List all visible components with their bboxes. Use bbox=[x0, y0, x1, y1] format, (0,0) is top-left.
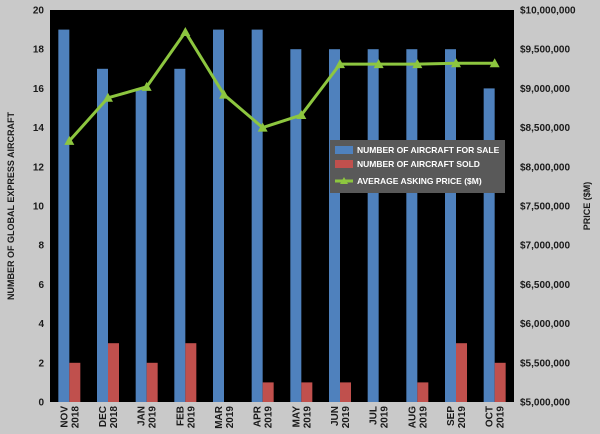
bar-sold bbox=[108, 343, 119, 402]
price-marker bbox=[412, 59, 423, 69]
bar-for-sale bbox=[97, 68, 108, 403]
price-marker bbox=[257, 122, 268, 132]
bar-for-sale bbox=[367, 49, 379, 402]
x-tick-label: DEC2018 bbox=[98, 406, 120, 429]
bar-for-sale bbox=[483, 88, 495, 403]
legend-swatch-price-marker bbox=[340, 177, 348, 184]
x-tick-label: APR2019 bbox=[253, 405, 275, 428]
bar-sold bbox=[69, 362, 81, 402]
x-tick-label: JUL2019 bbox=[369, 406, 391, 429]
x-axis-ticks: NOV2018 DEC2018 JAN2019 FEB2019 MAR2019 APR20… bbox=[59, 405, 506, 429]
bar-sold bbox=[456, 343, 467, 402]
legend-swatch-for-sale bbox=[335, 146, 353, 154]
y-tick-label: 20 bbox=[33, 6, 45, 17]
sold-bars bbox=[69, 343, 506, 402]
bar-for-sale bbox=[174, 68, 186, 403]
x-tick-label: MAY2019 bbox=[291, 406, 313, 429]
legend: NUMBER OF AIRCRAFT FOR SALE NUMBER OF AI… bbox=[330, 140, 505, 193]
y2-tick-label: $5,500,000 bbox=[520, 358, 570, 369]
y2-tick-label: $6,000,000 bbox=[520, 319, 570, 330]
x-tick-label: AUG2019 bbox=[407, 406, 429, 429]
bar-for-sale bbox=[406, 49, 418, 402]
bar-for-sale bbox=[58, 29, 70, 402]
price-marker bbox=[64, 135, 75, 145]
right-axis-ticks: $5,000,000 $5,500,000 $6,000,000 $6,500,000… bbox=[520, 6, 576, 409]
bar-for-sale bbox=[213, 29, 224, 402]
x-tick-label: OCT2019 bbox=[485, 406, 507, 429]
y2-tick-label: $6,500,000 bbox=[520, 280, 570, 291]
price-marker bbox=[373, 59, 384, 69]
legend-label-price: AVERAGE ASKING PRICE ($M) bbox=[357, 176, 482, 186]
y2-tick-label: $8,500,000 bbox=[520, 123, 570, 134]
y-tick-label: 10 bbox=[33, 202, 45, 213]
y-tick-label: 0 bbox=[38, 398, 44, 409]
bar-sold bbox=[340, 382, 351, 402]
price-marker bbox=[451, 58, 461, 68]
bar-sold bbox=[185, 343, 197, 402]
y2-axis-title: PRICE ($M) bbox=[582, 182, 592, 231]
bar-for-sale bbox=[251, 29, 263, 402]
for-sale-bars bbox=[58, 29, 495, 403]
y2-tick-label: $9,500,000 bbox=[520, 45, 570, 56]
x-tick-label: JUN2019 bbox=[330, 406, 352, 429]
price-marker bbox=[141, 81, 152, 91]
bar-for-sale bbox=[329, 49, 340, 402]
x-tick-label: FEB2019 bbox=[175, 406, 197, 429]
legend-box bbox=[330, 140, 505, 193]
y-tick-label: 4 bbox=[38, 319, 44, 330]
bar-for-sale bbox=[135, 88, 147, 403]
price-line-group bbox=[64, 26, 500, 145]
left-axis-ticks: 0 2 4 6 8 10 12 14 16 18 20 bbox=[33, 6, 45, 409]
x-tick-label: NOV2018 bbox=[59, 406, 81, 429]
y2-tick-label: $8,000,000 bbox=[520, 162, 570, 173]
price-marker bbox=[219, 89, 229, 99]
y-tick-label: 16 bbox=[33, 84, 45, 95]
price-marker bbox=[335, 59, 345, 69]
x-tick-label: MAR2019 bbox=[214, 405, 236, 429]
y2-tick-label: $10,000,000 bbox=[520, 6, 576, 17]
y-tick-label: 18 bbox=[33, 45, 45, 56]
y-tick-label: 2 bbox=[38, 358, 44, 369]
bar-sold bbox=[417, 382, 429, 402]
price-marker bbox=[489, 58, 500, 68]
bar-for-sale bbox=[445, 49, 456, 402]
y2-tick-label: $5,000,000 bbox=[520, 398, 570, 409]
price-line bbox=[68, 30, 495, 142]
price-marker bbox=[296, 110, 307, 120]
y2-tick-label: $7,000,000 bbox=[520, 241, 570, 252]
bar-sold bbox=[262, 382, 274, 402]
y-tick-label: 14 bbox=[33, 123, 45, 134]
y2-tick-label: $9,000,000 bbox=[520, 84, 570, 95]
y-tick-label: 8 bbox=[38, 241, 44, 252]
legend-swatch-sold bbox=[335, 160, 353, 168]
x-tick-label: JAN2019 bbox=[137, 406, 159, 429]
bar-sold bbox=[301, 382, 313, 402]
x-tick-label: SEP2019 bbox=[446, 406, 468, 429]
y-axis-title: NUMBER OF GLOBAL EXPRESS AIRCRAFT bbox=[6, 111, 16, 300]
bar-for-sale bbox=[290, 49, 302, 402]
plot-area bbox=[50, 10, 514, 402]
price-marker bbox=[180, 26, 191, 36]
legend-label-for-sale: NUMBER OF AIRCRAFT FOR SALE bbox=[357, 145, 500, 155]
bar-sold bbox=[146, 362, 158, 402]
legend-label-sold: NUMBER OF AIRCRAFT SOLD bbox=[357, 159, 480, 169]
y-tick-label: 6 bbox=[38, 280, 44, 291]
y-tick-label: 12 bbox=[33, 162, 45, 173]
bar-sold bbox=[494, 362, 506, 402]
y2-tick-label: $7,500,000 bbox=[520, 202, 570, 213]
price-marker bbox=[103, 92, 113, 102]
